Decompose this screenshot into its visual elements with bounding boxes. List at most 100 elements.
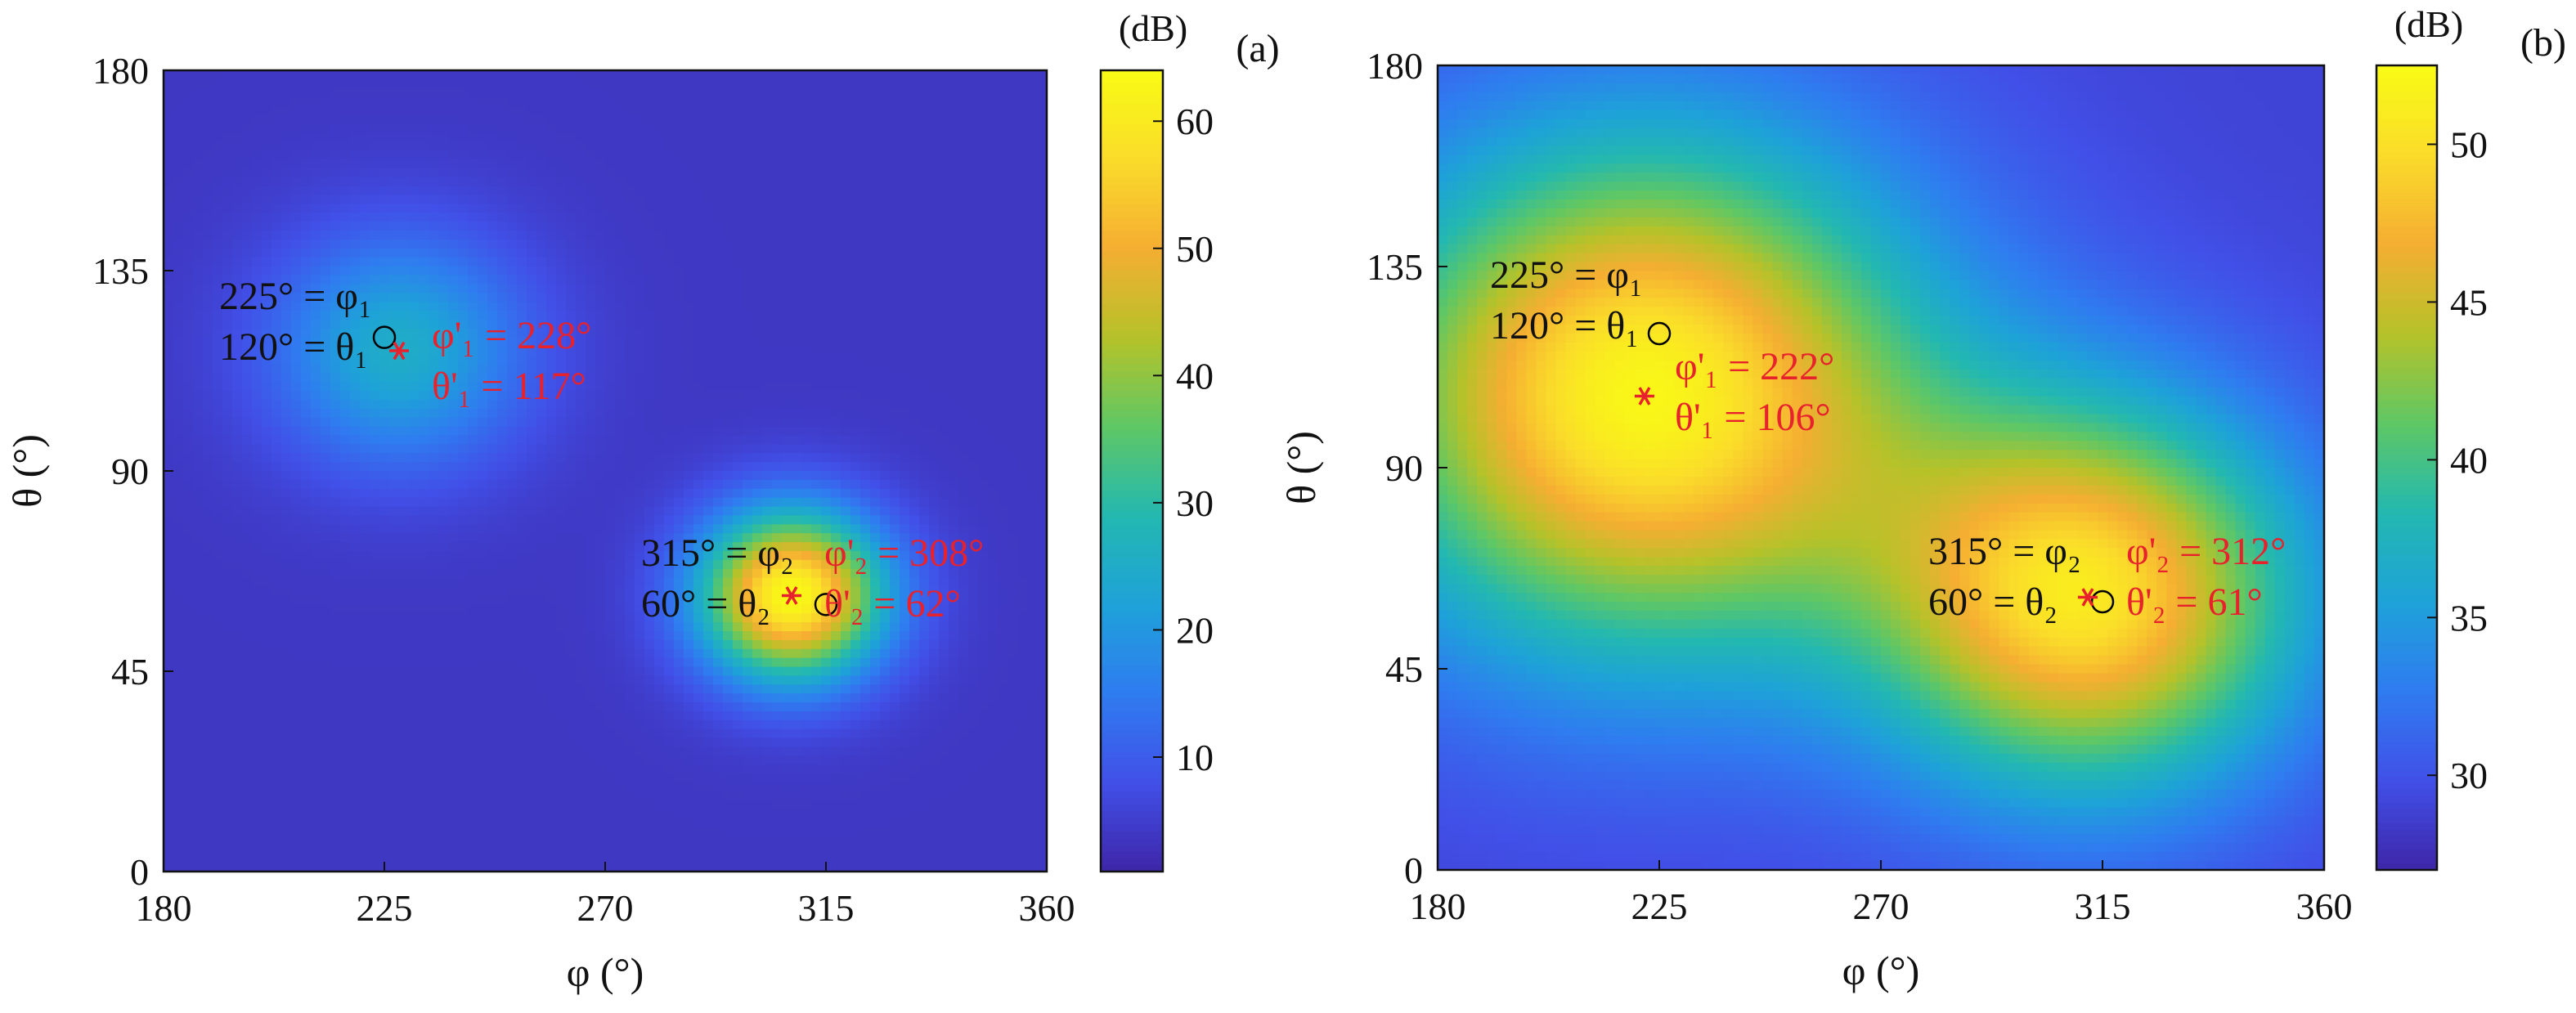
heatmap-cell	[831, 213, 841, 222]
heatmap-cell	[958, 355, 969, 365]
heatmap-cell	[880, 542, 891, 552]
heatmap-cell	[576, 204, 586, 214]
heatmap-cell	[370, 373, 380, 383]
heatmap-cell	[615, 559, 626, 570]
heatmap-cell	[222, 337, 233, 347]
heatmap-cell	[949, 293, 959, 303]
heatmap-cell	[939, 239, 949, 249]
heatmap-cell	[949, 257, 959, 267]
heatmap-cell	[605, 96, 616, 107]
heatmap-cell	[566, 302, 577, 312]
heatmap-cell	[213, 453, 223, 463]
heatmap-cell	[625, 444, 635, 455]
heatmap-cell	[487, 222, 498, 231]
heatmap-cell	[998, 78, 1008, 89]
heatmap-cell	[429, 222, 439, 231]
heatmap-cell	[674, 195, 684, 205]
heatmap-cell	[507, 391, 518, 401]
heatmap-cell	[399, 123, 410, 134]
heatmap-cell	[949, 141, 959, 151]
heatmap-cell	[517, 426, 527, 437]
heatmap-cell	[850, 453, 861, 463]
heatmap-cell	[232, 275, 243, 285]
heatmap-cell	[782, 435, 792, 446]
heatmap-cell	[232, 239, 243, 249]
heatmap-cell	[193, 78, 204, 89]
heatmap-cell	[478, 78, 488, 89]
heatmap-cell	[409, 293, 420, 303]
heatmap-cell	[850, 533, 861, 543]
heatmap-cell	[860, 382, 871, 392]
heatmap-cell	[586, 231, 596, 240]
heatmap-cell	[900, 426, 910, 437]
heatmap-cell	[517, 70, 527, 80]
heatmap-cell	[429, 382, 439, 392]
heatmap-cell	[860, 105, 871, 116]
heatmap-cell	[684, 150, 694, 160]
heatmap-cell	[487, 195, 498, 205]
heatmap-cell	[252, 311, 263, 320]
heatmap-cell	[850, 497, 861, 508]
heatmap-cell	[517, 506, 527, 517]
heatmap-cell	[831, 123, 841, 134]
heatmap-cell	[792, 150, 802, 160]
heatmap-cell	[370, 364, 380, 374]
heatmap-cell	[487, 408, 498, 419]
heatmap-cell	[311, 444, 321, 455]
heatmap-cell	[213, 231, 223, 240]
heatmap-cell	[311, 222, 321, 231]
heatmap-cell	[232, 542, 243, 552]
heatmap-cell	[183, 559, 194, 570]
heatmap-cell	[291, 213, 302, 222]
heatmap-cell	[546, 78, 557, 89]
heatmap-cell	[801, 177, 812, 187]
heatmap-cell	[801, 444, 812, 455]
heatmap-cell	[605, 533, 616, 543]
heatmap-cell	[419, 373, 429, 383]
heatmap-cell	[203, 399, 213, 410]
heatmap-cell	[301, 231, 312, 240]
heatmap-cell	[301, 105, 312, 116]
heatmap-cell	[222, 87, 233, 98]
heatmap-cell	[536, 70, 547, 80]
heatmap-cell	[1027, 364, 1038, 374]
heatmap-cell	[203, 248, 213, 258]
heatmap-cell	[801, 141, 812, 151]
heatmap-cell	[909, 408, 920, 419]
heatmap-cell	[605, 337, 616, 347]
heatmap-cell	[321, 248, 331, 258]
heatmap-cell	[644, 515, 655, 526]
heatmap-cell	[772, 293, 783, 303]
heatmap-cell	[792, 87, 802, 98]
heatmap-cell	[1008, 462, 1018, 472]
heatmap-cell	[615, 391, 626, 401]
heatmap-cell	[468, 195, 478, 205]
heatmap-cell	[203, 524, 213, 535]
heatmap-cell	[792, 337, 802, 347]
heatmap-cell	[860, 168, 871, 178]
heatmap-cell	[821, 284, 832, 294]
heatmap-cell	[281, 444, 292, 455]
heatmap-cell	[1008, 150, 1018, 160]
heatmap-cell	[615, 524, 626, 535]
heatmap-cell	[566, 471, 577, 481]
heatmap-cell	[468, 435, 478, 446]
heatmap-cell	[733, 399, 743, 410]
heatmap-cell	[350, 159, 361, 169]
heatmap-cell	[507, 266, 518, 276]
heatmap-cell	[968, 426, 979, 437]
heatmap-cell	[723, 533, 734, 543]
heatmap-cell	[978, 195, 989, 205]
heatmap-cell	[311, 542, 321, 552]
heatmap-cell	[890, 506, 900, 517]
heatmap-cell	[311, 497, 321, 508]
heatmap-cell	[850, 382, 861, 392]
heatmap-cell	[860, 132, 871, 142]
heatmap-cell	[919, 444, 930, 455]
heatmap-cell	[164, 177, 174, 187]
heatmap-cell	[468, 177, 478, 187]
heatmap-cell	[321, 497, 331, 508]
heatmap-cell	[635, 248, 645, 258]
heatmap-cell	[939, 284, 949, 294]
heatmap-cell	[831, 488, 841, 499]
